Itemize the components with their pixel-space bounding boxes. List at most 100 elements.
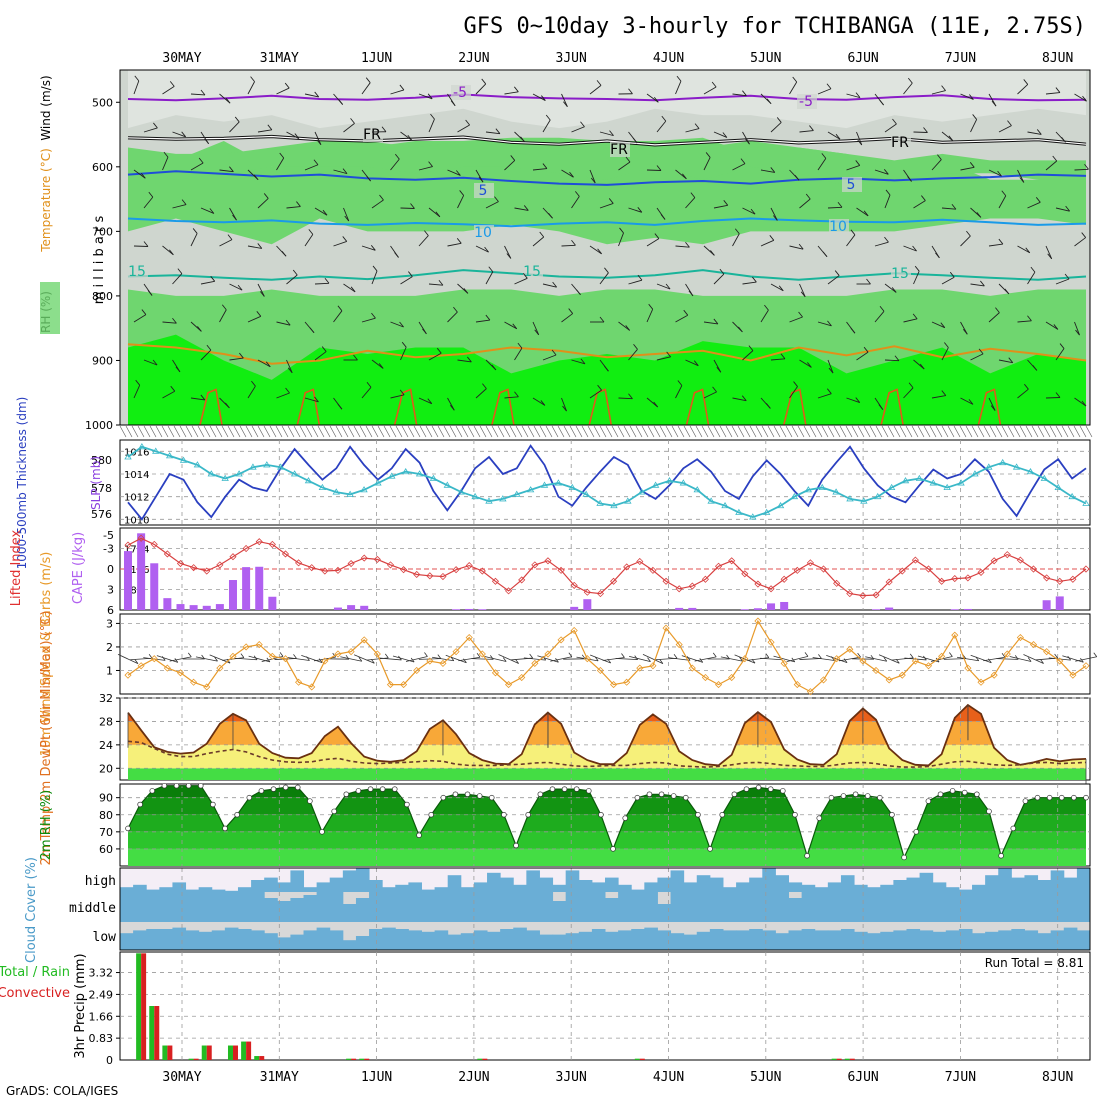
- cloud-high-bar: [657, 877, 672, 892]
- slp-point: [790, 492, 799, 500]
- slp-point: [193, 461, 202, 468]
- rh2m-point: [586, 788, 592, 794]
- contour-label: FR: [610, 142, 628, 158]
- cloud-low-bar: [683, 934, 698, 950]
- contour-label: -5: [799, 94, 813, 110]
- lifted-index-point: [596, 590, 605, 598]
- y-tick-label: 2.49: [89, 988, 114, 1001]
- wind-speed-point: [203, 683, 211, 691]
- precip-convective-bar: [193, 1058, 199, 1060]
- cloud-low-bar: [185, 930, 200, 950]
- cloud-high-bar: [159, 887, 173, 892]
- cloud-middle-bar: [159, 892, 173, 922]
- rh2m-point: [1022, 798, 1029, 804]
- wind-speed-point: [386, 681, 395, 689]
- wind-speed-point: [911, 657, 919, 665]
- slp-point: [998, 458, 1007, 466]
- cloud-low-bar: [434, 930, 449, 950]
- lifted-index-point: [728, 557, 736, 565]
- t2m-line: [127, 703, 1087, 767]
- slp-point: [179, 456, 188, 463]
- slp-point: [207, 470, 216, 477]
- wind-speed-point: [439, 659, 447, 667]
- cloud-middle-bar: [749, 892, 763, 922]
- lifted-index-point: [1029, 565, 1038, 573]
- rh2m-point: [767, 786, 774, 792]
- lifted-index-point: [137, 534, 145, 542]
- rh2m-point: [440, 794, 447, 801]
- run-total-label: Run Total = 8.81: [985, 956, 1084, 970]
- cloud-low-bar: [1037, 933, 1052, 950]
- cloud-middle-bar: [473, 892, 488, 922]
- cloud-high-bar: [972, 884, 986, 892]
- thickness-slp-panel: 1010 1012 1014 1016 576 578 580 1000-500mb Thic…: [15, 397, 1091, 569]
- cloud-high-bar: [369, 880, 383, 892]
- slp-point: [610, 501, 618, 509]
- cloud-low-bar: [264, 933, 278, 950]
- rh2m-point: [452, 791, 459, 797]
- lifted-index-point: [531, 561, 539, 569]
- cloud-middle-bar: [513, 892, 527, 922]
- slp-point: [374, 479, 382, 486]
- rh2m-point: [792, 811, 798, 818]
- rh2m-point: [185, 782, 192, 789]
- lifted-ylabel: Lifted Index: [9, 529, 24, 606]
- cloud-middle-bar: [788, 898, 803, 922]
- rh2m-point: [695, 811, 701, 818]
- top-date-30may: 30MAY: [162, 51, 201, 66]
- wind-speed-point: [872, 666, 880, 675]
- wind-speed-point: [1043, 648, 1051, 656]
- cloud-middle-bar: [1011, 892, 1025, 922]
- cloud-middle-bar: [775, 892, 790, 922]
- cloud-high-bar: [854, 884, 868, 892]
- cloud-low-bar: [487, 931, 501, 950]
- cloud-low-bar: [670, 933, 685, 950]
- cloud-high-bar: [880, 884, 894, 892]
- rh2m-point: [367, 786, 374, 792]
- slp-point: [749, 513, 757, 520]
- wind-speed-point: [452, 648, 460, 656]
- cape-bar: [675, 607, 684, 610]
- rh2m-point: [161, 782, 168, 789]
- cloud-low-bar: [709, 929, 724, 950]
- wind-speed-point: [570, 626, 578, 635]
- cloud-high-bar: [329, 877, 344, 892]
- cloud-high-bar: [932, 882, 947, 892]
- lifted-index-point: [951, 575, 959, 583]
- wind-speed-point: [609, 681, 618, 689]
- cloud-middle-bar: [801, 892, 816, 922]
- cloud-low-bar: [290, 934, 305, 950]
- top-date-7jun: 7JUN: [945, 51, 976, 66]
- cloud-high-bar: [827, 882, 842, 892]
- cloud-low-bar: [644, 927, 658, 950]
- cloud-high-bar: [578, 880, 593, 892]
- rh2m-point: [937, 791, 944, 797]
- cloud-middle-bar: [211, 892, 226, 922]
- cloud-middle-bar: [408, 892, 422, 922]
- slp-point: [735, 508, 743, 515]
- precip-convective-bar: [351, 1058, 357, 1060]
- cloud-low-bar: [749, 929, 763, 950]
- rh2m-point: [246, 794, 253, 801]
- slp-point: [124, 453, 132, 460]
- cloud-middle-bar: [867, 892, 881, 922]
- rh2m-point: [840, 793, 847, 799]
- cloud-low-bar: [316, 927, 331, 950]
- bottom-date-6jun: 6JUN: [847, 1070, 878, 1085]
- wind-speed-point: [281, 655, 290, 663]
- rh2m-point: [295, 784, 301, 791]
- lifted-index-point: [688, 582, 696, 590]
- wind-speed-point: [1016, 633, 1024, 642]
- cape-bar: [570, 606, 579, 610]
- lifted-index-point: [176, 559, 185, 568]
- cloud-low-bar: [460, 933, 475, 950]
- lifted-index-point: [911, 556, 919, 564]
- wind-speed-point: [176, 669, 185, 677]
- slp-point: [290, 470, 299, 477]
- lifted-index-point: [938, 577, 946, 585]
- cloud-middle-bar: [670, 892, 685, 922]
- cloud-high-bar: [867, 887, 881, 892]
- wind-speed-point: [373, 650, 381, 658]
- wind-speed-point: [255, 641, 263, 649]
- cape-bar: [333, 607, 342, 610]
